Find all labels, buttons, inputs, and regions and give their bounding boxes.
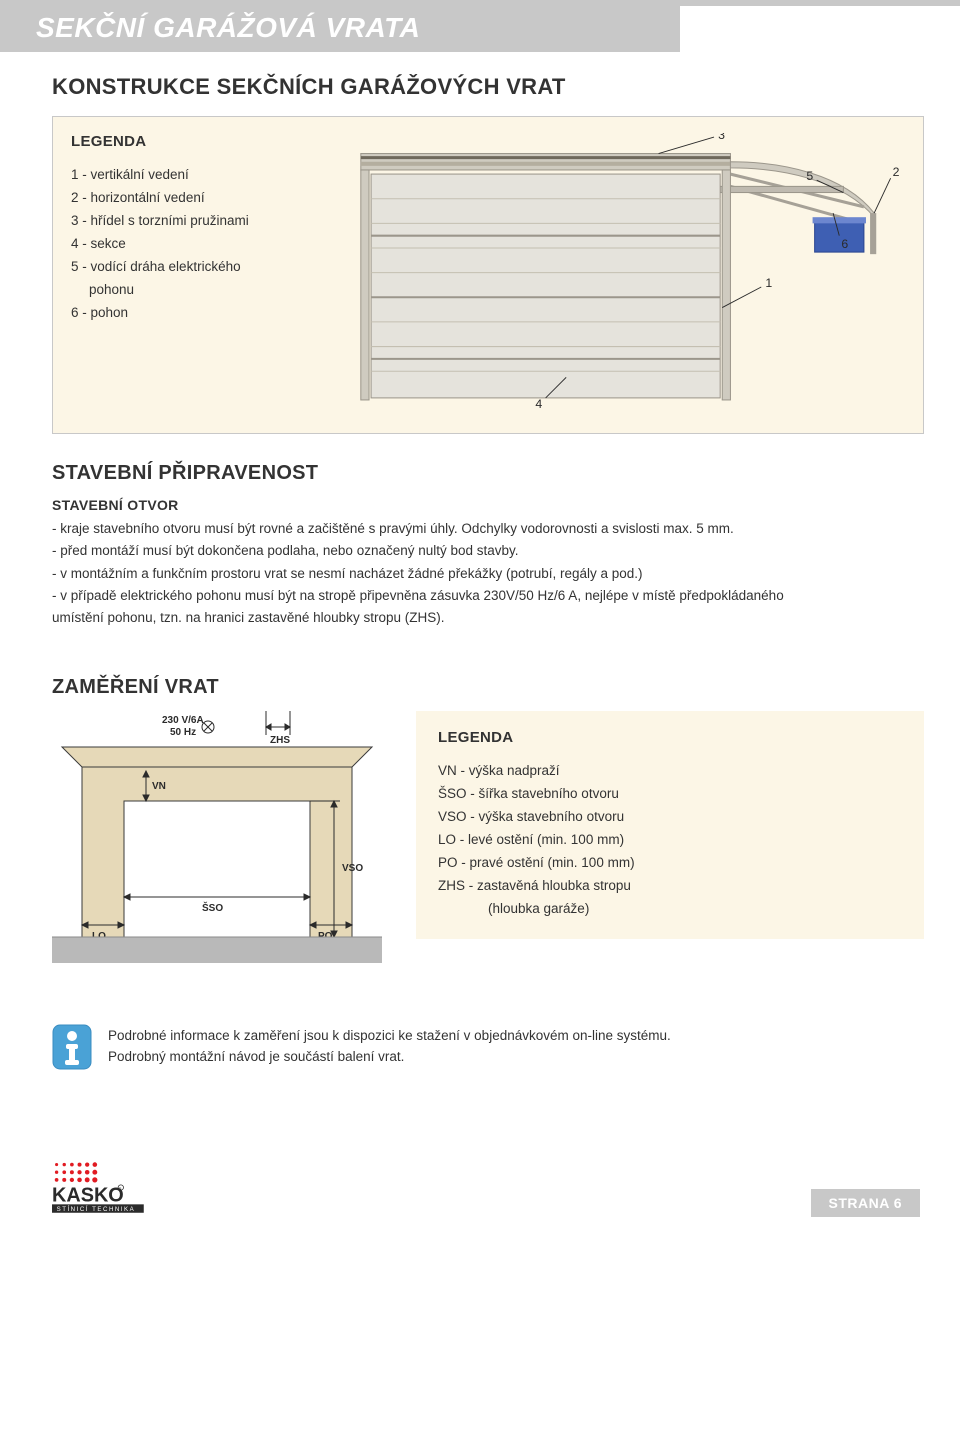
garage-door-diagram: 3 2 5 6 1 4: [330, 133, 905, 415]
legend-item: 6 - pohon: [71, 302, 306, 325]
callout-3: 3: [718, 133, 725, 142]
measure-diagram: 230 V/6A 50 Hz ZHS: [52, 711, 382, 976]
callout-4: 4: [535, 397, 542, 410]
page-title: SEKČNÍ GARÁŽOVÁ VRATA: [36, 12, 644, 44]
sso-label: ŠSO: [202, 901, 223, 914]
legend-item: 2 - horizontální vedení: [71, 187, 306, 210]
measure-legend-item: ZHS - zastavěná hloubka stropu: [438, 875, 902, 898]
header-band: SEKČNÍ GARÁŽOVÁ VRATA: [0, 6, 680, 52]
legend-list: 1 - vertikální vedení 2 - horizontální v…: [71, 164, 306, 325]
prep-line: - kraje stavebního otvoru musí být rovné…: [52, 519, 924, 539]
brand-tagline: STÍNICÍ TECHNIKA: [57, 1206, 136, 1213]
legend-item: 4 - sekce: [71, 233, 306, 256]
vso-label: VSO: [342, 863, 363, 874]
power-v-label: 230 V/6A: [162, 715, 204, 726]
prep-line: umístění pohonu, tzn. na hranici zastavě…: [52, 608, 924, 628]
prep-line: - v montážním a funkčním prostoru vrat s…: [52, 564, 924, 584]
construction-legend-box: LEGENDA 1 - vertikální vedení 2 - horizo…: [52, 116, 924, 434]
measure-title: ZAMĚŘENÍ VRAT: [52, 676, 924, 699]
brand-logo: KASKO R STÍNICÍ TECHNIKA: [52, 1160, 182, 1217]
prep-body: - kraje stavebního otvoru musí být rovné…: [52, 519, 924, 628]
vn-label: VN: [152, 781, 166, 792]
legend-item: pohonu: [71, 279, 306, 302]
callout-5: 5: [806, 169, 813, 183]
measure-legend-item: VSO - výška stavebního otvoru: [438, 806, 902, 829]
legend-item: 5 - vodící dráha elektrického: [71, 256, 306, 279]
callout-6: 6: [841, 237, 848, 251]
zhs-label: ZHS: [270, 735, 290, 746]
legend-item: 1 - vertikální vedení: [71, 164, 306, 187]
section-subtitle: KONSTRUKCE SEKČNÍCH GARÁŽOVÝCH VRAT: [52, 74, 924, 100]
measure-legend-item: PO - pravé ostění (min. 100 mm): [438, 852, 902, 875]
legend-item: 3 - hřídel s torzními pružinami: [71, 210, 306, 233]
info-note: Podrobné informace k zaměření jsou k dis…: [52, 1024, 924, 1070]
prep-subtitle: STAVEBNÍ OTVOR: [52, 497, 924, 513]
callout-1: 1: [765, 276, 772, 290]
brand-name: KASKO: [52, 1185, 124, 1207]
measure-legend-item: (hloubka garáže): [438, 898, 902, 921]
measure-legend-item: LO - levé ostění (min. 100 mm): [438, 829, 902, 852]
prep-title: STAVEBNÍ PŘIPRAVENOST: [52, 462, 924, 485]
measure-legend-box: LEGENDA VN - výška nadpraží ŠSO - šířka …: [416, 711, 924, 939]
svg-text:R: R: [119, 1187, 122, 1191]
info-line: Podrobný montážní návod je součástí bale…: [108, 1047, 671, 1067]
measure-legend-item: ŠSO - šířka stavebního otvoru: [438, 783, 902, 806]
info-line: Podrobné informace k zaměření jsou k dis…: [108, 1026, 671, 1046]
power-hz-label: 50 Hz: [170, 727, 196, 738]
prep-line: - před montáží musí být dokončena podlah…: [52, 541, 924, 561]
measure-svg: 230 V/6A 50 Hz ZHS: [52, 711, 382, 971]
info-icon: [52, 1024, 92, 1070]
measure-legend-item: VN - výška nadpraží: [438, 760, 902, 783]
door-diagram-svg: 3 2 5 6 1 4: [330, 133, 905, 410]
measure-legend-title: LEGENDA: [438, 729, 902, 746]
callout-2: 2: [893, 165, 900, 179]
page-number: STRANA 6: [811, 1189, 921, 1217]
legend-title: LEGENDA: [71, 133, 306, 150]
prep-line: - v případě elektrického pohonu musí být…: [52, 586, 924, 606]
